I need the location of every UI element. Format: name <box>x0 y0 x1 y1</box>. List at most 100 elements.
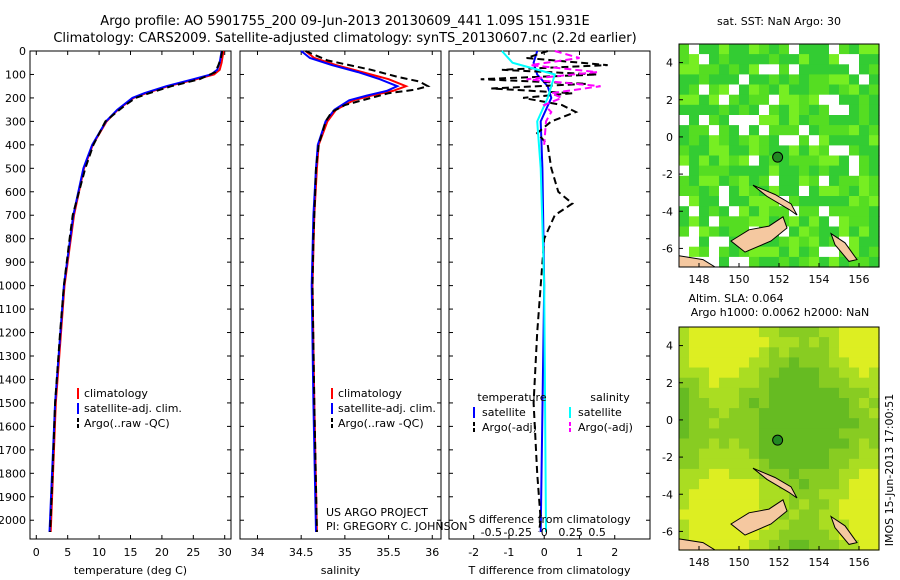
map-cell <box>779 125 790 136</box>
map-cell <box>809 377 820 389</box>
map-cell <box>789 175 800 187</box>
map-cell <box>859 499 870 510</box>
map-cell <box>829 337 840 348</box>
map-cell <box>759 499 770 510</box>
map-cell <box>869 64 880 75</box>
map-cell <box>829 185 840 197</box>
map-cell <box>809 165 820 177</box>
map-cell <box>789 367 800 379</box>
map-xtick-label: 152 <box>769 273 790 286</box>
map-cell <box>829 94 840 106</box>
map-cell <box>739 398 750 409</box>
map-cell <box>739 367 750 379</box>
map-cell <box>689 54 700 65</box>
ytick-label: 400 <box>5 139 26 152</box>
ytick-label: 1300 <box>0 350 26 363</box>
map-cell <box>719 509 730 521</box>
map-sla_map-field <box>679 327 880 551</box>
map-cell <box>769 175 780 187</box>
map-cell <box>709 337 720 348</box>
map-cell <box>869 337 880 348</box>
legend-title-temperature: temperature <box>477 391 546 404</box>
map-cell <box>779 246 790 258</box>
map-cell <box>729 44 740 55</box>
map-cell <box>739 256 750 268</box>
map-cell <box>809 347 820 358</box>
map-cell <box>819 438 830 450</box>
map-cell <box>729 539 740 551</box>
map-cell <box>699 529 710 541</box>
map-cell <box>849 377 860 389</box>
map-cell <box>689 226 700 238</box>
map-cell <box>809 489 820 500</box>
map-cell <box>709 236 720 248</box>
map-cell <box>799 94 810 106</box>
panel-salinity-frame <box>239 50 442 540</box>
map-cell <box>719 216 730 227</box>
map-cell <box>739 115 750 126</box>
map-cell <box>829 84 840 96</box>
map-cell <box>859 94 870 106</box>
map-cell <box>859 347 870 358</box>
map-cell <box>789 44 800 55</box>
map-cell <box>739 175 750 187</box>
map-cell <box>709 499 720 510</box>
map-ytick-label: 4 <box>666 340 673 353</box>
map-cell <box>739 357 750 369</box>
map-cell <box>749 458 760 470</box>
map-cell <box>829 539 840 551</box>
map-cell <box>819 337 830 348</box>
map-cell <box>839 175 850 187</box>
stick-label: 0 <box>541 526 548 539</box>
ytick-label: 1700 <box>0 444 26 457</box>
map-cell <box>809 94 820 106</box>
map-cell <box>819 206 830 217</box>
map-cell <box>809 448 820 460</box>
map-cell <box>809 509 820 521</box>
map-cell <box>749 125 760 136</box>
map-cell <box>829 468 840 480</box>
map-cell <box>719 84 730 96</box>
map-cell <box>759 206 770 217</box>
map-cell <box>849 216 860 227</box>
map-cell <box>689 468 700 480</box>
map-cell <box>689 94 700 106</box>
map-cell <box>869 529 880 541</box>
map-cell <box>759 479 770 490</box>
map-cell <box>709 115 720 126</box>
map-cell <box>729 216 740 227</box>
map-cell <box>689 327 700 338</box>
map-cell <box>729 54 740 65</box>
xtick-label: 35 <box>338 546 352 559</box>
map-cell <box>779 327 790 338</box>
map-cell <box>689 74 700 86</box>
map-cell <box>749 438 760 450</box>
map-cell <box>689 44 700 55</box>
map-cell <box>809 499 820 510</box>
map-cell <box>759 165 770 177</box>
map-cell <box>849 398 860 409</box>
map-cell <box>729 185 740 197</box>
map-cell <box>849 539 860 551</box>
map-cell <box>759 135 770 146</box>
map-cell <box>749 529 760 541</box>
map-cell <box>819 175 830 187</box>
map-cell <box>829 327 840 338</box>
map-cell <box>689 387 700 399</box>
map-cell <box>829 428 840 440</box>
map-cell <box>679 398 690 409</box>
map-cell <box>759 539 770 551</box>
map-cell <box>849 74 860 86</box>
map-cell <box>859 509 870 521</box>
map-cell <box>819 54 830 65</box>
map-cell <box>729 94 740 106</box>
map-cell <box>819 499 830 510</box>
map-cell <box>769 54 780 65</box>
map-cell <box>869 185 880 197</box>
map-cell <box>709 94 720 106</box>
map-cell <box>709 458 720 470</box>
map-cell <box>709 54 720 65</box>
map-cell <box>869 489 880 500</box>
map-cell <box>829 226 840 238</box>
map-cell <box>689 236 700 248</box>
